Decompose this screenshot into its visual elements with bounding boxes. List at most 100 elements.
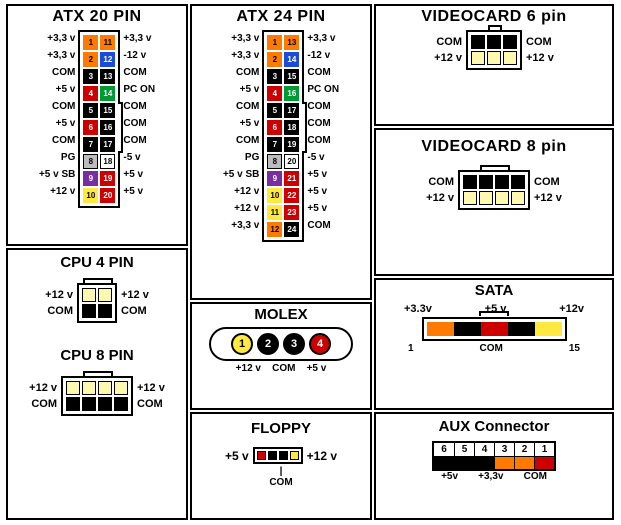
atx-label: COM: [304, 217, 339, 234]
conn-pin: [66, 381, 80, 395]
atx-label: +3,3 v: [39, 47, 78, 64]
conn-label: COM: [29, 396, 61, 412]
atx-pin: 18: [100, 154, 115, 169]
molex-left: +12 v: [236, 363, 261, 374]
conn-label: COM: [117, 303, 149, 319]
atx-label: -5 v: [120, 149, 155, 166]
atx-pin: 17: [100, 137, 115, 152]
atx-label: +5 v: [39, 115, 78, 132]
conn-label: COM: [522, 34, 554, 50]
sata-pin: [490, 322, 499, 336]
atx-label: PG: [223, 149, 262, 166]
aux-num: 1: [534, 443, 554, 457]
sata-bot-left: 1: [408, 343, 414, 354]
atx24-body: 113214315416517618719820921102211231224: [262, 30, 304, 242]
atx-label: COM: [39, 98, 78, 115]
conn-pin: [511, 175, 525, 189]
atx-label: PC ON: [304, 81, 339, 98]
sata-top-0: +3.3v: [404, 303, 432, 315]
atx-pin: 11: [100, 35, 115, 50]
atx-label: -12 v: [304, 47, 339, 64]
conn-pin: [487, 35, 501, 49]
conn-pin: [479, 191, 493, 205]
conn-pin: [82, 397, 96, 411]
atx-pin: 8: [83, 154, 98, 169]
vid8-body: [458, 170, 530, 210]
atx-label: COM: [120, 64, 155, 81]
conn-pin: [82, 381, 96, 395]
atx-pin: 6: [83, 120, 98, 135]
aux-body: 654321: [432, 441, 556, 471]
sata-bot-mid: COM: [480, 343, 503, 354]
vid6-body: [466, 30, 522, 70]
atx-pin: 22: [284, 188, 299, 203]
floppy-cell: FLOPPY +5 v +12 v | COM: [190, 412, 372, 520]
conn-label: COM: [530, 174, 562, 190]
conn-pin: [98, 304, 112, 318]
aux-title: AUX Connector: [376, 418, 612, 435]
atx-label: COM: [304, 98, 339, 115]
cpu8-title: CPU 8 PIN: [8, 347, 186, 364]
atx-label: COM: [304, 115, 339, 132]
floppy-right: +12 v: [307, 449, 337, 463]
atx-pin: 7: [83, 137, 98, 152]
conn-label: +12 v: [522, 50, 554, 66]
conn-pin: [471, 35, 485, 49]
floppy-under-label: COM: [269, 477, 292, 488]
conn-pin: [114, 397, 128, 411]
atx-pin: 24: [284, 222, 299, 237]
atx-label: +12 v: [39, 183, 78, 200]
conn-pin: [463, 175, 477, 189]
aux-num: 3: [494, 443, 514, 457]
conn-label: COM: [434, 34, 466, 50]
floppy-under: | COM: [192, 466, 370, 488]
sata-pin: [499, 322, 508, 336]
atx-label: PC ON: [120, 81, 155, 98]
atx-label: +3,3 v: [223, 217, 262, 234]
cpu4-body: [77, 283, 117, 323]
conn-pin: [495, 191, 509, 205]
atx-pin: 9: [83, 171, 98, 186]
floppy-left: +5 v: [225, 449, 249, 463]
conn-pin: [82, 288, 96, 302]
conn-pin: [98, 397, 112, 411]
vid8-cell: VIDEOCARD 8 pin COM+12 vCOM+12 v: [374, 128, 614, 276]
floppy-pin: [279, 451, 288, 460]
atx-pin: 5: [83, 103, 98, 118]
atx-label: -12 v: [120, 47, 155, 64]
conn-pin: [82, 304, 96, 318]
molex-pin: 3: [283, 333, 305, 355]
conn-pin: [503, 35, 517, 49]
atx-label: +5 v SB: [223, 166, 262, 183]
molex-pin: 2: [257, 333, 279, 355]
atx-label: +5 v: [39, 81, 78, 98]
conn-pin: [463, 191, 477, 205]
molex-pin: 1: [231, 333, 253, 355]
conn-label: COM: [45, 303, 77, 319]
atx-pin: 18: [284, 120, 299, 135]
atx-pin: 8: [267, 154, 282, 169]
atx-pin: 1: [267, 35, 282, 50]
atx-pin: 7: [267, 137, 282, 152]
atx-pin: 14: [284, 52, 299, 67]
atx-pin: 17: [284, 103, 299, 118]
conn-pin: [479, 175, 493, 189]
atx-label: COM: [223, 98, 262, 115]
atx24-title: ATX 24 PIN: [192, 8, 370, 26]
conn-pin: [98, 381, 112, 395]
atx-label: COM: [120, 132, 155, 149]
atx-label: +3,3 v: [223, 47, 262, 64]
atx-label: PG: [39, 149, 78, 166]
sata-pin: [544, 322, 553, 336]
conn-label: +12 v: [117, 287, 149, 303]
conn-pin: [114, 381, 128, 395]
molex-body: 1234: [209, 327, 353, 361]
atx-pin: 10: [267, 188, 282, 203]
atx-label: +12 v: [223, 183, 262, 200]
sata-bot: 1 COM 15: [404, 343, 584, 354]
atx-label: COM: [120, 115, 155, 132]
floppy-pin: [268, 451, 277, 460]
atx24-cell: ATX 24 PIN +3,3 v+3,3 vCOM+5 vCOM+5 vCOM…: [190, 4, 372, 300]
floppy-body: [253, 447, 303, 464]
atx-pin: 20: [100, 188, 115, 203]
